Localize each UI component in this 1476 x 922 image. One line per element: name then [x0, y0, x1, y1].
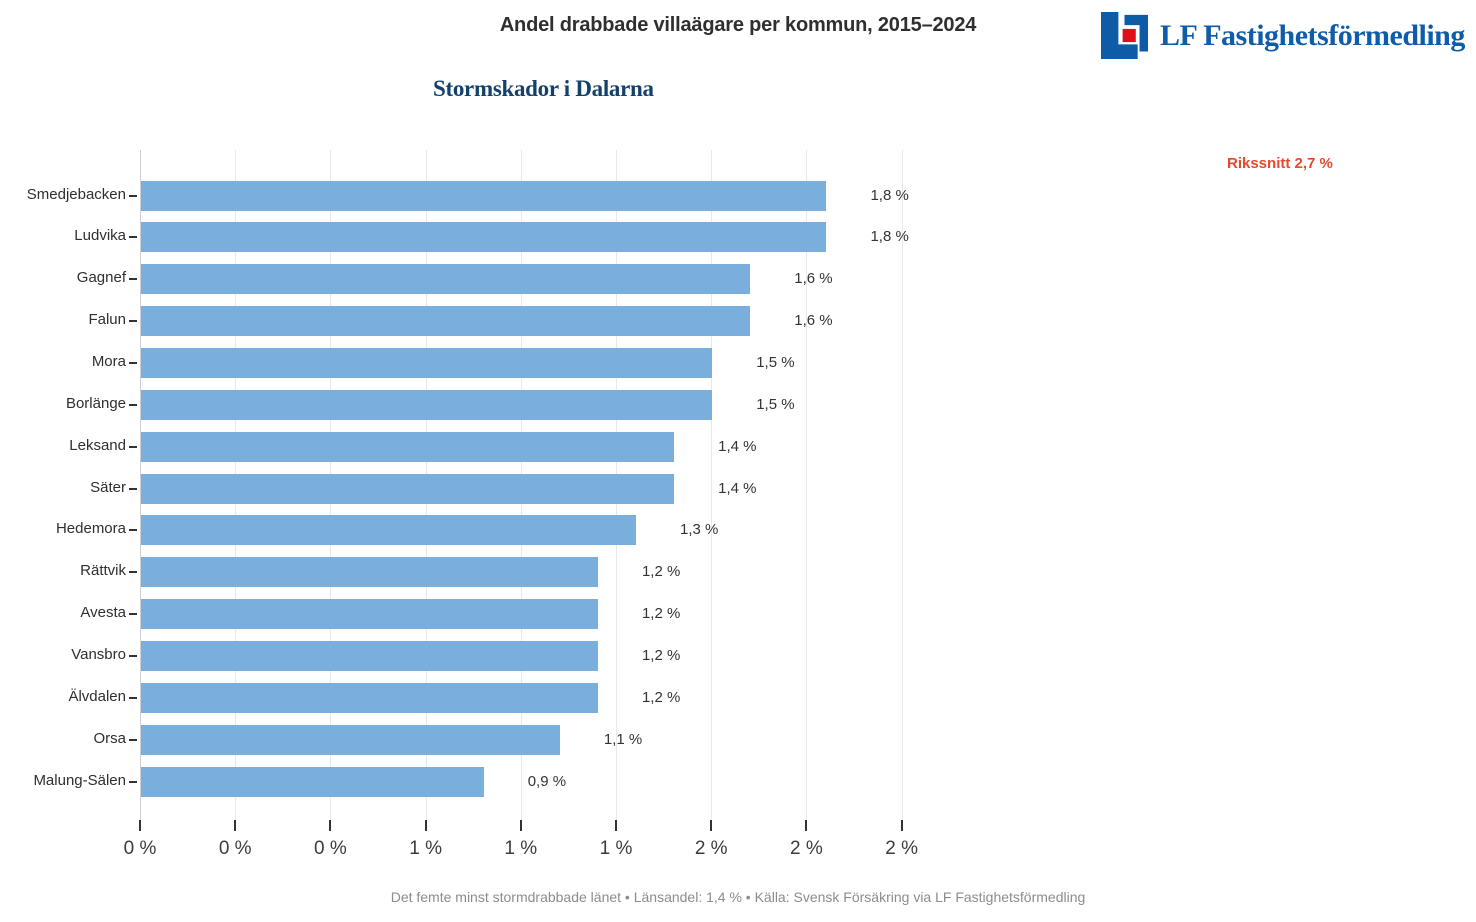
category-label: Leksand — [69, 436, 126, 454]
bar-value-label: 0,9 % — [527, 772, 567, 790]
bar-value-label: 1,2 % — [641, 563, 681, 581]
x-axis-tick — [900, 820, 903, 831]
bar — [141, 599, 598, 630]
category-label: Vansbro — [71, 646, 126, 664]
y-axis-tick — [129, 696, 137, 699]
category-label: Smedjebacken — [26, 185, 126, 203]
lf-logo-icon — [1101, 12, 1148, 59]
y-axis-tick — [129, 194, 137, 197]
x-axis-tick-label: 1 % — [504, 838, 538, 859]
bar — [141, 180, 827, 211]
category-label: Avesta — [80, 604, 126, 622]
footer-note: Det femte minst stormdrabbade länet • Lä… — [390, 889, 1086, 905]
x-axis-tick-label: 1 % — [599, 838, 633, 859]
bar-value-label: 1,5 % — [756, 395, 795, 413]
bar-value-label: 1,2 % — [641, 605, 681, 623]
brand-name: LF Fastighetsförmedling — [1160, 18, 1465, 52]
x-gridline — [901, 150, 903, 820]
page-title: Andel drabbade villaägare per kommun, 20… — [499, 14, 977, 36]
bar-value-label: 1,1 % — [603, 730, 643, 748]
bar-value-label: 1,2 % — [641, 688, 681, 706]
bar-value-label: 1,5 % — [756, 354, 795, 372]
x-axis-tick-label: 2 % — [694, 838, 728, 859]
category-label: Mora — [91, 353, 126, 371]
bar — [141, 222, 827, 253]
x-axis-tick — [329, 820, 332, 831]
bar-value-label: 1,2 % — [641, 647, 681, 665]
category-label: Hedemora — [55, 520, 126, 538]
bar — [141, 766, 484, 797]
bar — [141, 515, 637, 546]
bar-value-label: 1,4 % — [718, 479, 757, 497]
category-label: Falun — [88, 311, 126, 329]
category-label: Ludvika — [74, 227, 126, 245]
national-average-annotation: Rikssnitt 2,7 % — [1227, 155, 1333, 172]
x-axis-tick-label: 0 % — [123, 838, 157, 859]
bar-value-label: 1,6 % — [794, 312, 833, 330]
chart-title: Stormskador i Dalarna — [433, 76, 654, 101]
bar — [141, 473, 675, 504]
y-axis-tick — [129, 445, 137, 448]
bar — [141, 641, 598, 672]
category-label: Malung-Sälen — [33, 771, 126, 789]
x-axis-tick — [519, 820, 522, 831]
y-axis-tick — [129, 236, 137, 239]
x-axis-tick — [424, 820, 427, 831]
x-axis-tick-label: 0 % — [218, 838, 252, 859]
x-axis-tick-label: 1 % — [409, 838, 442, 859]
y-axis-line — [140, 150, 141, 820]
x-axis-tick-label: 0 % — [314, 838, 347, 859]
y-axis-tick — [129, 403, 137, 406]
bar-value-label: 1,8 % — [870, 186, 909, 204]
x-axis-tick-label: 2 % — [885, 838, 918, 859]
category-label: Orsa — [93, 729, 126, 747]
x-axis-tick — [615, 820, 617, 831]
y-axis-tick — [129, 320, 137, 323]
bar — [141, 348, 713, 379]
x-gridline — [711, 150, 713, 820]
bar — [141, 306, 751, 337]
bar-value-label: 1,6 % — [794, 270, 833, 288]
y-axis-tick — [129, 613, 137, 616]
x-axis-tick — [805, 820, 808, 831]
x-axis-tick — [234, 820, 237, 831]
category-label: Älvdalen — [68, 687, 126, 705]
category-label: Borlänge — [65, 394, 126, 412]
y-axis-tick — [129, 362, 137, 365]
y-axis-tick — [129, 529, 137, 532]
bar — [141, 431, 675, 462]
bar — [141, 557, 598, 588]
bar-value-label: 1,4 % — [718, 437, 757, 455]
category-label: Säter — [90, 478, 126, 496]
x-gridline — [806, 150, 808, 820]
bar-value-label: 1,3 % — [680, 521, 719, 539]
x-axis-tick — [710, 820, 713, 831]
x-axis-tick-label: 2 % — [790, 838, 823, 859]
bar — [141, 389, 713, 420]
y-axis-tick — [129, 278, 137, 281]
y-axis-tick — [129, 655, 137, 658]
y-axis-tick — [129, 487, 137, 490]
y-axis-tick — [129, 738, 137, 741]
bar — [141, 264, 751, 295]
bar — [141, 724, 560, 755]
category-label: Rättvik — [80, 562, 126, 580]
y-axis-tick — [129, 571, 137, 574]
y-axis-tick — [129, 780, 137, 783]
x-axis-tick — [139, 820, 141, 831]
bar-value-label: 1,8 % — [870, 228, 909, 246]
bar — [141, 682, 598, 713]
category-label: Gagnef — [76, 269, 126, 287]
brand-lockup: LF Fastighetsförmedling — [1101, 12, 1465, 59]
